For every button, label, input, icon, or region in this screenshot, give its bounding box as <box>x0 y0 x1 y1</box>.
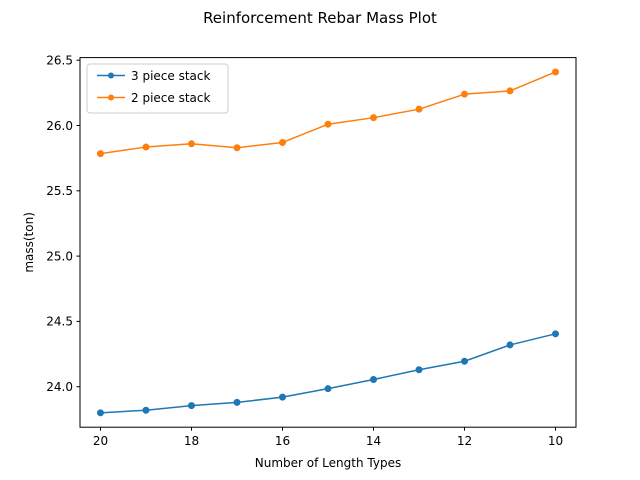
data-point <box>142 406 150 414</box>
data-point <box>324 120 332 128</box>
data-point <box>370 376 378 384</box>
chart-title: Reinforcement Rebar Mass Plot <box>203 9 437 27</box>
data-point <box>461 357 469 365</box>
data-point <box>324 385 332 393</box>
data-point <box>278 138 286 146</box>
y-tick-label: 25.5 <box>46 184 73 198</box>
x-axis-ticks: 20 18 16 14 12 10 <box>93 427 563 448</box>
x-tick-label: 20 <box>93 434 108 448</box>
data-point <box>96 409 104 417</box>
y-axis-ticks: 24.0 24.5 25.0 25.5 26.0 26.5 <box>46 54 80 394</box>
x-tick-label: 12 <box>457 434 472 448</box>
data-point <box>96 150 104 158</box>
series-1 <box>96 330 560 417</box>
x-tick-label: 16 <box>275 434 290 448</box>
data-point <box>142 143 150 151</box>
plot-area: 24.0 24.5 25.0 25.5 26.0 26.5 20 18 16 14 12 10 <box>46 54 577 448</box>
data-point <box>415 366 423 374</box>
plot-frame <box>79 57 577 428</box>
legend-entries: 3 piece stack 2 piece stack <box>97 69 210 105</box>
data-point <box>506 341 514 349</box>
data-point <box>415 105 423 113</box>
data-point <box>506 87 514 95</box>
x-axis-label: Number of Length Types <box>255 456 401 470</box>
series-2 <box>96 68 560 158</box>
x-tick-label: 14 <box>366 434 381 448</box>
x-tick-label: 10 <box>548 434 563 448</box>
y-tick-label: 26.0 <box>46 119 73 133</box>
data-point <box>187 140 195 148</box>
y-axis-label: mass(ton) <box>22 212 36 273</box>
data-point <box>552 330 560 338</box>
legend-label: 3 piece stack <box>131 69 210 83</box>
data-point <box>233 398 241 406</box>
y-tick-label: 25.0 <box>46 249 73 263</box>
legend-label: 2 piece stack <box>131 91 210 105</box>
data-point <box>278 393 286 401</box>
data-point <box>370 114 378 122</box>
y-tick-label: 24.5 <box>46 315 73 329</box>
legend-swatch-marker <box>108 94 114 101</box>
legend: 3 piece stack 2 piece stack <box>86 63 229 114</box>
series-layer <box>96 68 560 417</box>
data-point <box>552 68 560 76</box>
data-point <box>233 144 241 152</box>
x-tick-label: 18 <box>184 434 199 448</box>
y-tick-label: 26.5 <box>46 54 73 68</box>
data-point <box>461 90 469 98</box>
legend-swatch-marker <box>108 72 114 79</box>
y-tick-label: 24.0 <box>46 380 73 394</box>
data-point <box>187 402 195 410</box>
